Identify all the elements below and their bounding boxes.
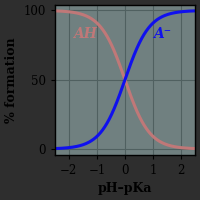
X-axis label: pH–pKa: pH–pKa [98,182,152,195]
Text: A⁻: A⁻ [153,27,171,41]
Y-axis label: % formation: % formation [5,37,18,123]
Text: AH: AH [73,27,97,41]
